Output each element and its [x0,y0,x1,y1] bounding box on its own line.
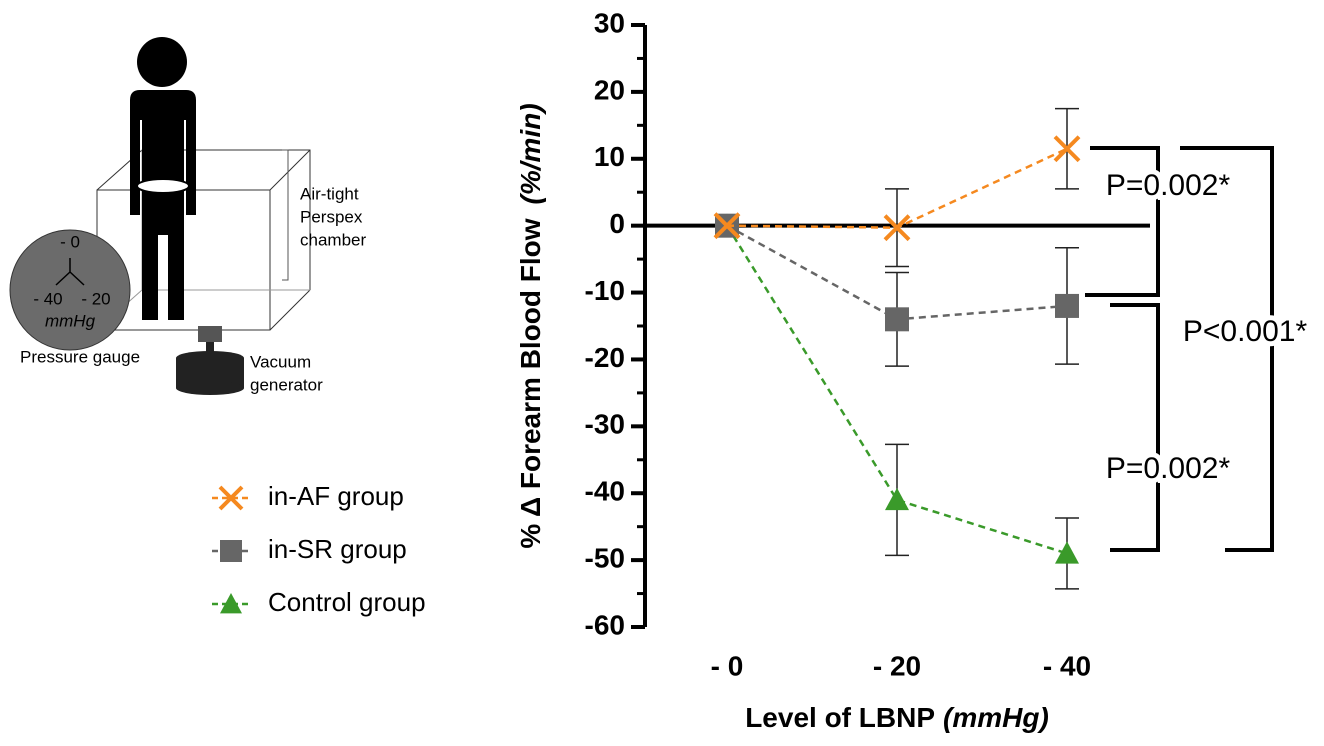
marker-triangle [885,487,909,511]
series [713,107,1081,268]
p-value: P<0.001* [1183,315,1308,348]
vacuum-label: generator [250,375,323,394]
chamber-brace [282,149,289,281]
y-label: % Δ Forearm Blood Flow [515,218,546,548]
gauge-label: - 20 [81,289,110,308]
marker-x [883,214,911,242]
person-silhouette [130,37,196,320]
legend-label: in-AF group [268,481,404,511]
legend-label: Control group [268,587,426,617]
series [715,213,1079,590]
legend-label: in-SR group [268,534,407,564]
legend-marker [220,593,242,614]
y-tick-label: 10 [594,141,625,172]
x-tick-label: - 40 [1043,650,1091,681]
pressure-gauge [9,229,131,351]
p-value: P=0.002* [1106,452,1231,485]
y-tick-label: 20 [594,74,625,105]
y-tick-label: -30 [585,409,625,440]
y-tick-label: -50 [585,543,625,574]
y-tick-label: -20 [585,342,625,373]
marker-x [713,212,741,240]
vacuum-generator [176,326,244,395]
y-axis-title: % Δ Forearm Blood Flow (%/min) [515,103,546,548]
significance-brackets [1085,146,1274,552]
marker-triangle [1055,541,1079,564]
chamber-label: Air-tight [300,184,359,203]
y-tick-label: -40 [585,476,625,507]
legend-marker [220,540,242,562]
gauge-caption: Pressure gauge [20,347,140,366]
chamber-label: chamber [300,230,366,249]
vacuum-label: Vacuum [250,352,311,371]
y-label-unit: (%/min) [515,103,546,204]
gauge-unit: mmHg [45,311,96,330]
marker-square [885,307,909,332]
x-tick-label: - 0 [711,650,744,681]
y-tick-label: 30 [594,7,625,38]
x-axis-title: Level of LBNP (mmHg) [745,702,1049,733]
x-tick-label: - 20 [873,650,921,681]
marker-square [1055,293,1079,318]
chamber-label: Perspex [300,207,363,226]
gauge-label: - 0 [60,232,80,251]
x-label-unit: (mmHg) [943,702,1049,733]
x-label: Level of LBNP [745,702,935,733]
y-tick-label: 0 [609,208,625,239]
legend-marker [218,485,244,511]
y-tick-label: -10 [585,275,625,306]
gauge-label: - 40 [33,289,62,308]
marker-x [1053,135,1081,163]
p-value: P=0.002* [1106,169,1231,202]
y-tick-label: -60 [585,609,625,640]
